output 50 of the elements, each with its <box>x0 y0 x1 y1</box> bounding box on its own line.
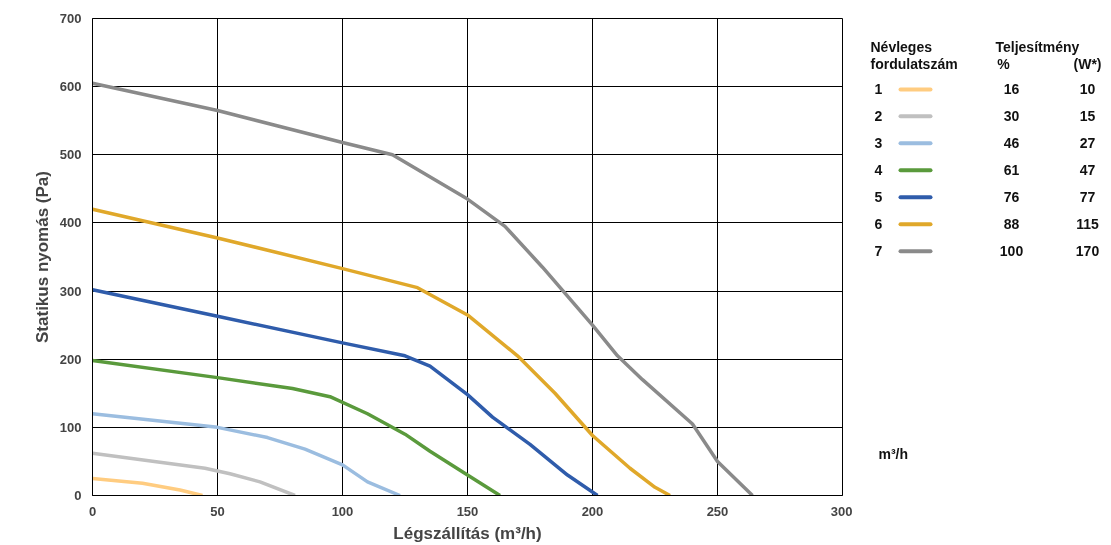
line-series <box>92 476 205 496</box>
x-axis-title: Légszállítás (m³/h) <box>393 523 542 543</box>
text: 100 <box>999 243 1024 260</box>
line-series <box>92 287 600 496</box>
text: m³/h <box>878 446 909 463</box>
legend-title: Névleges fordulatszám <box>870 38 958 73</box>
text: 30 <box>1003 108 1020 125</box>
legend-label: 3 <box>874 135 883 152</box>
text: 27 <box>1079 135 1096 152</box>
text: 76 <box>1003 189 1020 206</box>
legend-label: 4 <box>874 162 883 179</box>
legend-label: 7 <box>874 243 883 260</box>
text: % <box>997 56 1011 73</box>
x-tick-label: 100 <box>331 503 354 519</box>
y-tick-label: 200 <box>59 351 82 367</box>
y-tick-label: 300 <box>59 283 82 299</box>
text: 88 <box>1003 216 1020 233</box>
y-tick-label: 400 <box>59 215 82 231</box>
x-tick-label: 300 <box>830 503 853 519</box>
text: 46 <box>1003 135 1020 152</box>
text: Teljesítmény <box>995 38 1080 55</box>
text: 77 <box>1079 189 1096 206</box>
legend-label: 1 <box>874 81 883 98</box>
line-series <box>92 451 297 496</box>
text: 15 <box>1079 108 1096 125</box>
text: 47 <box>1079 162 1096 179</box>
y-tick-label: 700 <box>59 11 82 26</box>
y-axis-title: Statikus nyomás (Pa) <box>32 171 52 343</box>
line-series <box>92 207 672 496</box>
line-series <box>92 81 755 496</box>
text: 16 <box>1003 81 1020 98</box>
legend-label: 2 <box>874 108 883 125</box>
y-tick-label: 500 <box>59 147 82 163</box>
x-tick-label: 250 <box>706 503 729 519</box>
x-tick-label: 50 <box>210 503 225 519</box>
line-series <box>92 411 402 496</box>
text: 61 <box>1003 162 1020 179</box>
text: 170 <box>1075 243 1100 260</box>
y-tick-label: 0 <box>74 488 82 503</box>
x-tick-label: 200 <box>581 503 604 519</box>
x-tick-label: 0 <box>88 503 97 519</box>
legend-label: 5 <box>874 189 883 206</box>
x-tick-label: 150 <box>456 503 479 519</box>
y-tick-label: 100 <box>59 419 82 435</box>
text: (W*) <box>1073 56 1102 73</box>
text: 115 <box>1076 216 1100 233</box>
y-tick-label: 600 <box>59 79 82 95</box>
text: 10 <box>1079 81 1096 98</box>
legend-label: 6 <box>874 216 883 233</box>
line-series <box>92 358 502 496</box>
